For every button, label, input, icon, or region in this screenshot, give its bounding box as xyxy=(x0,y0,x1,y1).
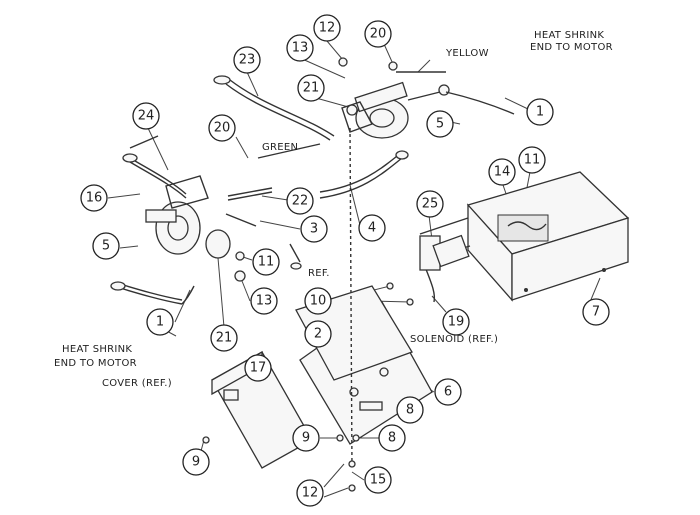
svg-text:5: 5 xyxy=(436,117,444,132)
label-heat-shrink-left-2: END TO MOTOR xyxy=(54,358,137,369)
callout-balloon: 13 xyxy=(286,34,314,62)
callout-balloon: 14 xyxy=(488,158,516,186)
svg-text:22: 22 xyxy=(292,194,309,209)
callout-balloon: 9 xyxy=(292,424,320,452)
callout-balloon: 11 xyxy=(252,248,280,276)
svg-text:15: 15 xyxy=(370,473,387,488)
svg-text:1: 1 xyxy=(156,315,164,330)
svg-text:14: 14 xyxy=(494,165,511,180)
motor-housing-part-7 xyxy=(466,171,630,302)
callout-balloon: 25 xyxy=(416,190,444,218)
label-green: GREEN xyxy=(262,142,298,153)
callout-balloon: 23 xyxy=(233,46,261,74)
callout-balloon: 5 xyxy=(426,110,454,138)
label-ref: REF. xyxy=(308,268,330,279)
svg-text:11: 11 xyxy=(258,255,275,270)
callout-balloon: 20 xyxy=(364,20,392,48)
cables-and-rods xyxy=(110,75,515,471)
callout-balloon: 12 xyxy=(296,479,324,507)
callout-balloon: 15 xyxy=(364,466,392,494)
callout-balloon: 9 xyxy=(182,448,210,476)
callout-balloon: 10 xyxy=(304,287,332,315)
svg-text:4: 4 xyxy=(368,221,376,236)
svg-text:3: 3 xyxy=(310,222,318,237)
callout-balloon: 17 xyxy=(244,354,272,382)
callout-balloon: 1 xyxy=(146,308,174,336)
label-heat-shrink-top-2: END TO MOTOR xyxy=(530,42,613,53)
callout-balloon: 12 xyxy=(313,14,341,42)
callout-balloon: 4 xyxy=(358,214,386,242)
svg-text:12: 12 xyxy=(319,21,336,36)
svg-text:20: 20 xyxy=(214,121,231,136)
callout-balloon: 19 xyxy=(442,308,470,336)
label-cover-ref: COVER (REF.) xyxy=(102,378,172,389)
callout-balloon: 21 xyxy=(297,74,325,102)
svg-text:25: 25 xyxy=(422,197,439,212)
svg-text:8: 8 xyxy=(406,403,414,418)
callout-balloon: 24 xyxy=(132,102,160,130)
svg-text:1: 1 xyxy=(536,105,544,120)
callout-balloon: 21 xyxy=(210,324,238,352)
callout-balloon: 16 xyxy=(80,184,108,212)
svg-text:8: 8 xyxy=(388,431,396,446)
svg-text:9: 9 xyxy=(192,455,200,470)
svg-text:6: 6 xyxy=(444,385,452,400)
callout-balloon: 13 xyxy=(250,287,278,315)
svg-text:21: 21 xyxy=(303,81,320,96)
svg-text:10: 10 xyxy=(310,294,327,309)
svg-text:17: 17 xyxy=(250,361,267,376)
label-heat-shrink-left-1: HEAT SHRINK xyxy=(62,344,132,355)
callout-balloons: 23 13 12 20 21 1 24 20 16 22 3 4 25 11 1… xyxy=(80,14,610,507)
solenoid-assembly-left xyxy=(145,175,231,259)
callout-balloon: 11 xyxy=(518,146,546,174)
callout-balloon: 2 xyxy=(304,320,332,348)
svg-text:13: 13 xyxy=(256,294,273,309)
text-labels: YELLOW GREEN HEAT SHRINK END TO MOTOR HE… xyxy=(54,30,613,389)
callout-balloon: 7 xyxy=(582,298,610,326)
svg-text:2: 2 xyxy=(314,327,322,342)
label-yellow: YELLOW xyxy=(445,48,489,59)
callout-balloon: 20 xyxy=(208,114,236,142)
svg-text:21: 21 xyxy=(216,331,233,346)
callout-balloon: 1 xyxy=(526,98,554,126)
svg-text:7: 7 xyxy=(592,305,600,320)
callout-balloon: 8 xyxy=(378,424,406,452)
svg-text:11: 11 xyxy=(524,153,541,168)
svg-text:16: 16 xyxy=(86,191,103,206)
label-heat-shrink-top-1: HEAT SHRINK xyxy=(534,30,604,41)
callout-balloon: 5 xyxy=(92,232,120,260)
callout-balloon: 3 xyxy=(300,215,328,243)
svg-text:9: 9 xyxy=(302,431,310,446)
callout-balloon: 6 xyxy=(434,378,462,406)
svg-text:13: 13 xyxy=(292,41,309,56)
svg-text:24: 24 xyxy=(138,109,155,124)
svg-text:23: 23 xyxy=(239,53,256,68)
svg-text:19: 19 xyxy=(448,315,465,330)
callout-balloon: 8 xyxy=(396,396,424,424)
solenoid-assembly-top xyxy=(341,71,450,139)
svg-text:5: 5 xyxy=(102,239,110,254)
label-solenoid-ref: SOLENOID (REF.) xyxy=(410,334,498,345)
small-hardware xyxy=(202,57,414,492)
callout-balloon: 22 xyxy=(286,187,314,215)
svg-text:12: 12 xyxy=(302,486,319,501)
svg-text:20: 20 xyxy=(370,27,387,42)
